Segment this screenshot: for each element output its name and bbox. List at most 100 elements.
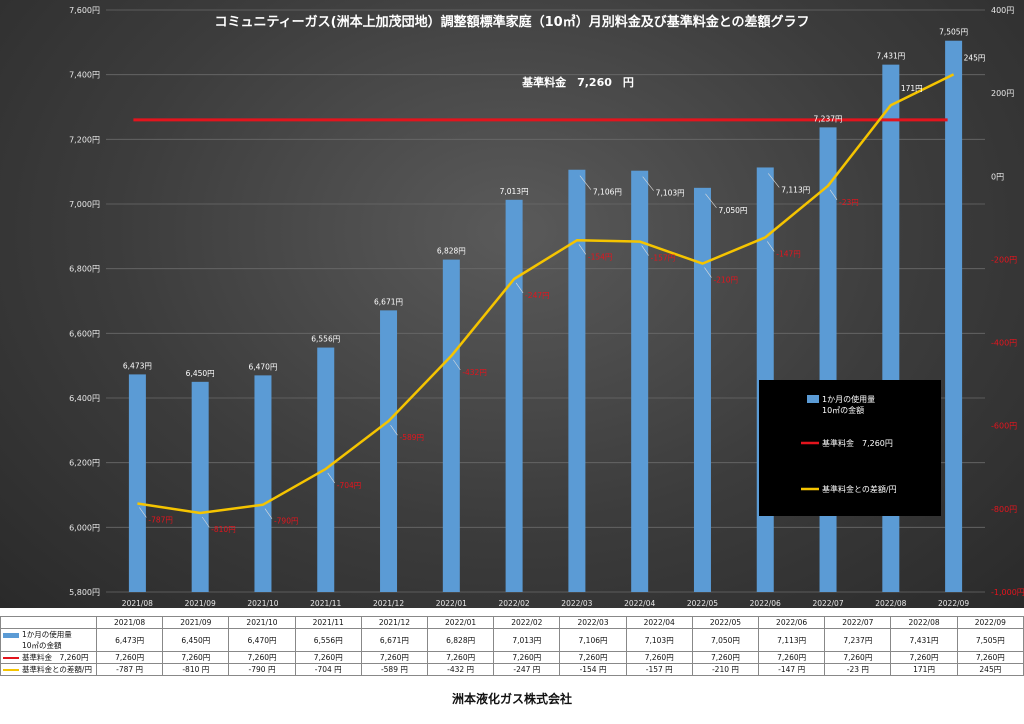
leader-line <box>390 424 398 436</box>
table-cell: 6,470円 <box>228 628 296 652</box>
table-cell: 7,260円 <box>824 651 892 664</box>
bar-value-label: 7,113円 <box>781 185 810 194</box>
chart-title: コミュニティーガス(洲本上加茂団地）調整額標準家庭（10㎥）月別料金及び基準料金… <box>214 14 809 30</box>
table-header-row: 2021/08 2021/09 2021/10 2021/11 2021/12 2022/… <box>0 616 1024 629</box>
bar-value-label: 7,103円 <box>656 189 685 198</box>
table-header-cell: 2021/10 <box>228 616 296 629</box>
difference-value-label: -210円 <box>713 276 738 285</box>
table-row-label-text: 10㎥の金額 <box>22 641 62 650</box>
table-cell: -23 円 <box>824 663 892 676</box>
table-cell: 7,260円 <box>493 651 561 664</box>
table-cell: -704 円 <box>294 663 362 676</box>
x-tick-label: 2022/05 <box>687 599 718 608</box>
x-tick-label: 2022/01 <box>436 599 467 608</box>
difference-value-label: -23円 <box>839 198 859 207</box>
leader-line <box>705 193 717 209</box>
bar <box>631 170 649 593</box>
base-price-annotation: 基準料金 7,260 円 <box>521 75 634 89</box>
table-cell: 7,505円 <box>956 628 1024 652</box>
leader-line <box>264 508 273 519</box>
table-cell: -154 円 <box>559 663 627 676</box>
table-cell: 7,260円 <box>228 651 296 664</box>
y2-tick-label: -800円 <box>991 505 1017 514</box>
x-tick-label: 2021/09 <box>185 599 216 608</box>
bar-value-label: 6,450円 <box>186 369 215 378</box>
bar-value-label: 7,505円 <box>939 28 968 37</box>
leader-line <box>515 282 524 294</box>
difference-value-label: 171円 <box>901 84 923 93</box>
table-row-label-text: 基準料金との差額/円 <box>22 665 92 674</box>
bar <box>191 381 209 592</box>
x-tick-label: 2022/08 <box>875 599 906 608</box>
y2-tick-label: -600円 <box>991 422 1017 431</box>
y2-tick-label: -1,000円 <box>991 588 1024 597</box>
leader-line <box>201 516 210 528</box>
bar <box>442 259 460 592</box>
legend-label-usage-line2: 10㎥の金額 <box>822 405 864 415</box>
difference-value-label: -157円 <box>651 254 676 263</box>
table-cell: 7,237円 <box>824 628 892 652</box>
difference-value-label: -247円 <box>525 291 550 300</box>
table-header-cell: 2022/08 <box>890 616 958 629</box>
table-row-usage: 1か月の使用量 10㎥の金額 6,473円 6,450円 6,470円 6,556円 6,6… <box>0 628 1024 652</box>
table-cell: 7,103円 <box>625 628 693 652</box>
bar <box>945 40 963 592</box>
table-cell: 7,260円 <box>559 651 627 664</box>
table-header-cell: 2022/02 <box>493 616 561 629</box>
table-cell: 7,260円 <box>691 651 760 664</box>
table-cell: -810 円 <box>162 663 230 676</box>
leader-line <box>453 359 461 371</box>
bar-value-label: 7,431円 <box>876 52 905 61</box>
table-cell: -589 円 <box>360 663 429 676</box>
table-cell: 7,106円 <box>559 628 627 652</box>
x-tick-label: 2022/09 <box>938 599 969 608</box>
table-row-difference: 基準料金との差額/円 -787 円 -810 円 -790 円 -704 円 -589 円… <box>0 663 1024 676</box>
table-header-cell: 2021/08 <box>95 616 164 629</box>
y-tick-label: 7,400円 <box>69 71 100 80</box>
y2-tick-label: 0円 <box>991 172 1004 181</box>
table-row-label: 1か月の使用量 10㎥の金額 <box>0 628 97 652</box>
leader-line <box>578 244 587 255</box>
leader-line <box>579 175 592 190</box>
table-cell: 6,671円 <box>360 628 429 652</box>
legend-label-diff: 基準料金との差額/円 <box>822 484 897 494</box>
leader-line <box>704 267 712 278</box>
legend-key-bar <box>807 395 819 403</box>
table-cell: -210 円 <box>691 663 760 676</box>
bar-value-label: 7,050円 <box>718 206 747 215</box>
table-cell: 6,473円 <box>95 628 164 652</box>
x-tick-label: 2021/11 <box>310 599 341 608</box>
table-cell: 6,828円 <box>427 628 495 652</box>
table-cell: 7,260円 <box>162 651 230 664</box>
y-tick-label: 6,400円 <box>69 394 100 403</box>
table-cell: -247 円 <box>493 663 561 676</box>
table-cell: 6,450円 <box>162 628 230 652</box>
leader-line <box>139 507 147 518</box>
footer-company-name: 洲本液化ガス株式会社 <box>451 692 572 706</box>
bar <box>568 169 586 592</box>
table-row-label-text: 1か月の使用量 <box>22 630 72 639</box>
y2-tick-label: 200円 <box>991 89 1014 98</box>
y2-tick-label: 400円 <box>991 6 1014 15</box>
leader-line <box>641 245 649 256</box>
table-cell: -787 円 <box>95 663 164 676</box>
table-header-cell: 2022/09 <box>956 616 1024 629</box>
difference-value-label: -787円 <box>148 515 173 524</box>
y-tick-label: 7,200円 <box>69 135 100 144</box>
y2-tick-label: -400円 <box>991 339 1017 348</box>
bar <box>128 374 146 592</box>
table-cell: -432 円 <box>427 663 495 676</box>
bar <box>505 199 523 592</box>
y2-tick-label: -200円 <box>991 255 1017 264</box>
table-cell: 7,113円 <box>758 628 826 652</box>
table-cell: -157 円 <box>625 663 693 676</box>
x-tick-label: 2021/10 <box>247 599 278 608</box>
difference-value-label: -589円 <box>400 433 425 442</box>
x-tick-label: 2021/08 <box>122 599 153 608</box>
table-cell: 7,260円 <box>360 651 429 664</box>
bar <box>819 127 837 593</box>
difference-line <box>137 73 955 515</box>
table-header-cell: 2022/04 <box>625 616 693 629</box>
table-header-cell: 2022/01 <box>427 616 495 629</box>
table-cell: 7,260円 <box>956 651 1024 664</box>
